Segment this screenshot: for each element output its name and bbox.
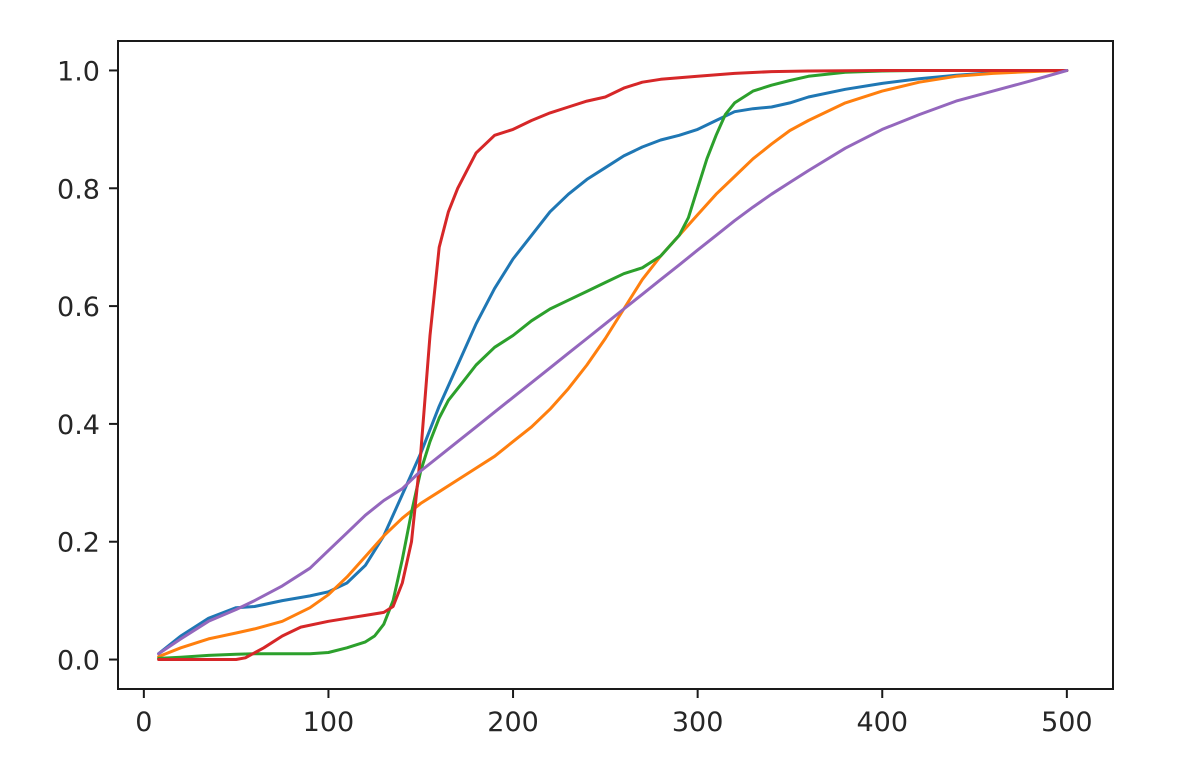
series-line-5	[157, 69, 1069, 656]
y-tick-label: 0.4	[57, 410, 100, 441]
series-line-3	[157, 69, 1069, 660]
series-line-2	[157, 69, 1069, 659]
axis-ticks	[109, 69, 1068, 698]
plot-area-frame	[117, 40, 1114, 690]
x-tick-label: 400	[856, 707, 908, 738]
series-line-1	[157, 69, 1069, 656]
x-tick-label: 300	[672, 707, 724, 738]
y-tick-label: 0.0	[57, 646, 100, 677]
y-tick-label: 0.8	[57, 174, 100, 205]
x-tick-label: 0	[135, 707, 152, 738]
axis-tick-labels: 0 100 200 300 400 500 0.0 0.2 0.4 0.6 0.8 1.0	[57, 56, 1093, 738]
x-tick-label: 200	[487, 707, 539, 738]
plot-lines	[157, 69, 1069, 661]
x-tick-label: 500	[1041, 707, 1093, 738]
y-tick-label: 0.2	[57, 528, 100, 559]
series-line-4	[157, 69, 1069, 661]
y-tick-label: 0.6	[57, 292, 100, 323]
x-tick-label: 100	[303, 707, 355, 738]
y-tick-label: 1.0	[57, 56, 100, 87]
